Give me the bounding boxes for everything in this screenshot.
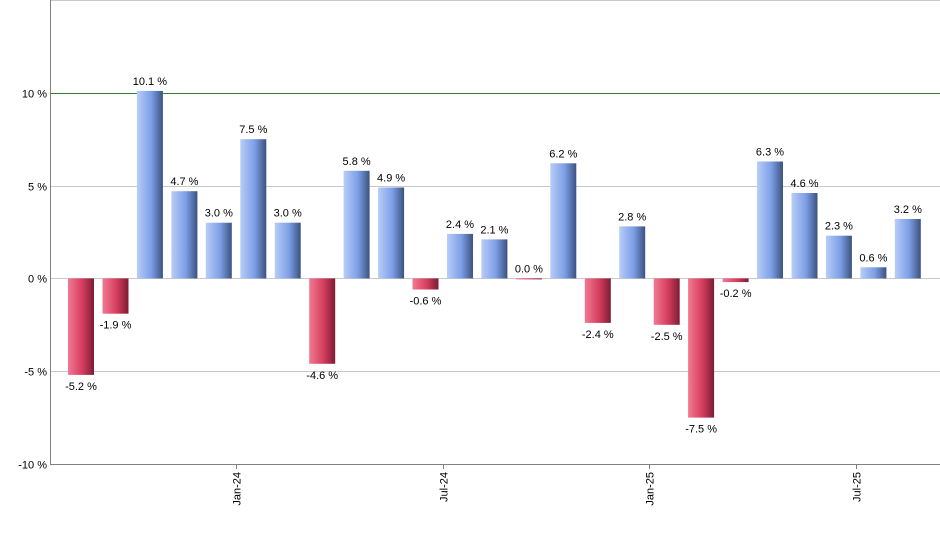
bar-jun-25 [791,193,818,279]
data-label: 5.8 % [343,156,371,168]
bar-sep-23 [68,278,94,375]
y-tick-label: -10 % [18,460,47,472]
bar-apr-24 [309,278,336,364]
bar-nov-23 [136,90,163,279]
bar-may-24 [343,170,370,279]
data-label: -2.4 % [582,329,614,341]
data-label: 6.3 % [756,147,784,159]
data-label: -0.2 % [720,288,752,300]
data-label: 7.5 % [239,124,267,136]
x-tick-label: Jan-24 [232,472,244,506]
bar-jul-24 [412,278,439,290]
data-label: -7.5 % [685,424,717,436]
data-label: -4.6 % [306,370,338,382]
data-label: 6.2 % [549,148,577,160]
axes: -10 % -5 % 0 % 5 % 10 % Jan-24 Jul-24 Jan-25 Jul… [18,0,940,506]
y-tick-label: 10 % [22,89,47,101]
bar-oct-23 [102,278,129,314]
bar-feb-24 [240,139,267,279]
x-tick-label: Jan-25 [645,472,657,506]
data-label: 4.9 % [377,173,405,185]
bar-sep-25 [894,219,921,279]
data-label: 3.2 % [894,204,922,216]
bar-mar-25 [688,278,715,418]
bar-may-25 [757,161,783,279]
bar-jun-24 [378,187,405,279]
bar-dec-24 [584,278,611,323]
y-tick-label: 5 % [28,182,47,194]
bar-jan-24 [205,222,232,279]
data-label: -5.2 % [65,381,97,393]
bars [68,90,921,418]
y-tick-label: 0 % [28,274,47,286]
grid-lines [50,0,940,465]
bar-apr-25 [722,278,749,283]
data-label: 10.1 % [133,76,167,88]
bar-nov-24 [550,163,577,279]
data-label: 2.3 % [825,221,853,233]
data-label: 3.0 % [274,208,302,220]
y-tick-label: -5 % [24,367,47,379]
data-label: -1.9 % [100,320,132,332]
bar-sep-24 [481,239,508,279]
data-label: 2.4 % [446,219,474,231]
bar-mar-24 [274,222,301,279]
data-label: 4.6 % [790,178,818,190]
data-label: -0.6 % [410,296,442,308]
bar-dec-23 [171,191,198,279]
data-labels: -5.2 % -1.9 % 10.1 % 4.7 % 3.0 % 7.5 % 3.0 % -4… [65,76,922,436]
x-tick-label: Jul-24 [439,472,451,502]
bar-jan-25 [619,226,646,279]
bar-aug-24 [447,233,473,279]
data-label: 0.0 % [515,263,543,275]
data-label: 3.0 % [205,208,233,220]
bar-jul-25 [825,235,852,279]
data-label: 2.1 % [480,224,508,236]
bar-aug-25 [860,267,887,279]
x-tick-label: Jul-25 [852,472,864,502]
data-label: 4.7 % [170,176,198,188]
bar-oct-24 [515,278,542,280]
data-label: 2.8 % [618,211,646,223]
data-label: 0.6 % [859,252,887,264]
data-label: -2.5 % [651,331,683,343]
bar-feb-25 [653,278,680,325]
